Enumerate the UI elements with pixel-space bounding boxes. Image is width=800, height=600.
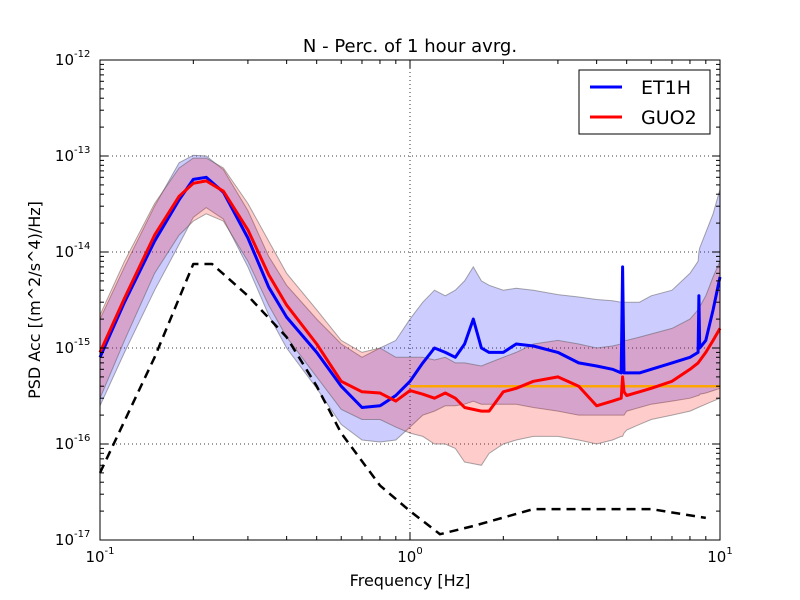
- y-tick-base: 10: [55, 51, 74, 69]
- legend-label-guo2: GUO2: [641, 107, 697, 129]
- chart-title: N - Perc. of 1 hour avrg.: [303, 36, 517, 57]
- line-guo2: [98, 179, 722, 413]
- series-lines: [98, 175, 722, 536]
- x-tick-exponent: -1: [105, 546, 115, 557]
- y-tick-label: 10-16: [55, 433, 90, 453]
- y-tick-label: 10-12: [55, 49, 90, 69]
- x-tick-label: 101: [707, 546, 732, 566]
- y-tick-base: 10: [55, 339, 74, 357]
- x-axis-title: Frequency [Hz]: [350, 571, 471, 590]
- y-tick-label: 10-17: [55, 529, 90, 549]
- x-tick-exponent: 1: [726, 546, 732, 557]
- y-tick-exponent: -17: [74, 529, 90, 540]
- axis-ticks: [99, 59, 721, 541]
- line-et1h: [98, 175, 722, 409]
- y-tick-label: 10-13: [55, 145, 90, 165]
- y-tick-exponent: -16: [74, 433, 90, 444]
- y-tick-exponent: -15: [74, 337, 90, 348]
- y-axis-title: PSD Acc [(m^2/s^4)/Hz]: [25, 201, 44, 399]
- legend-box: [578, 69, 711, 135]
- y-tick-label: 10-14: [55, 241, 90, 261]
- dashed-reference-line: [98, 262, 706, 536]
- x-tick-labels: 10-1 100 101: [85, 546, 732, 566]
- y-tick-exponent: -13: [74, 145, 90, 156]
- legend: ET1H GUO2: [578, 69, 711, 135]
- x-tick-base: 10: [85, 548, 104, 566]
- y-tick-base: 10: [55, 531, 74, 549]
- x-tick-label: 100: [397, 546, 422, 566]
- y-tick-base: 10: [55, 147, 74, 165]
- legend-label-et1h: ET1H: [641, 77, 691, 99]
- y-tick-base: 10: [55, 243, 74, 261]
- x-tick-base: 10: [397, 548, 416, 566]
- y-tick-base: 10: [55, 435, 74, 453]
- x-tick-exponent: 0: [416, 546, 422, 557]
- x-tick-base: 10: [707, 548, 726, 566]
- y-tick-exponent: -14: [74, 241, 90, 252]
- x-tick-label: 10-1: [85, 546, 114, 566]
- y-tick-label: 10-15: [55, 337, 90, 357]
- grid-lines: [100, 60, 720, 540]
- y-tick-exponent: -12: [74, 49, 90, 60]
